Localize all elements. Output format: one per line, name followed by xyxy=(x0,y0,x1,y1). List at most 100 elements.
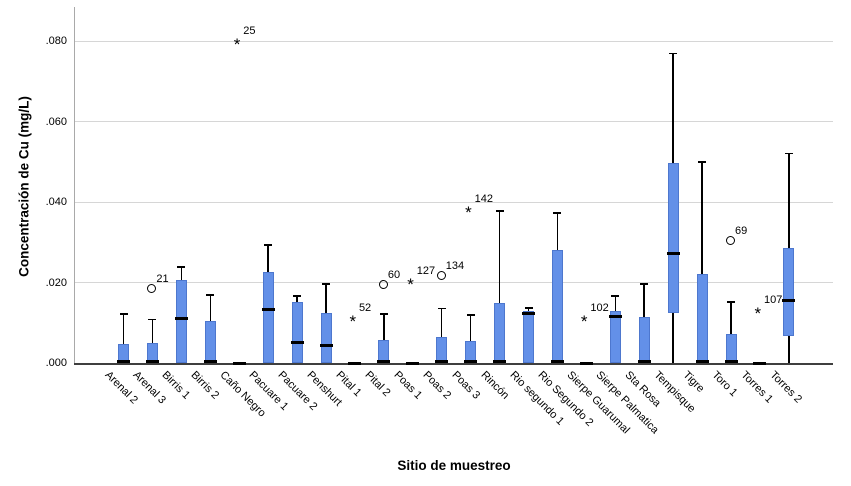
y-tick-label: .020 xyxy=(45,276,67,289)
box xyxy=(175,279,187,363)
box xyxy=(609,310,621,363)
outlier-label: 107 xyxy=(763,294,783,307)
median-line xyxy=(464,359,478,363)
outlier-label: 69 xyxy=(735,225,748,238)
box xyxy=(320,312,332,363)
upper-whisker-cap xyxy=(524,307,533,309)
median-line xyxy=(290,340,304,344)
x-category-label: Tigre xyxy=(680,369,707,395)
x-category-label: Poas 2 xyxy=(420,369,453,402)
x-category-label: Poas 1 xyxy=(391,369,425,402)
upper-whisker-cap xyxy=(640,283,649,285)
outlier-label: 142 xyxy=(474,192,494,205)
box xyxy=(696,274,708,363)
outlier-label: 127 xyxy=(416,264,436,277)
median-line xyxy=(782,298,796,302)
y-gridline xyxy=(75,40,833,42)
upper-whisker-cap xyxy=(322,283,330,285)
outlier-label: 102 xyxy=(590,301,609,314)
x-category-label: Toro 1 xyxy=(709,369,740,400)
extreme-star-marker: * xyxy=(233,35,241,54)
box xyxy=(494,302,506,363)
box xyxy=(551,249,563,363)
upper-whisker xyxy=(672,53,674,163)
upper-whisker-cap xyxy=(437,307,446,310)
median-line xyxy=(666,252,680,256)
outlier-label: 21 xyxy=(156,272,169,285)
y-gridline xyxy=(75,282,833,283)
median-line xyxy=(435,359,449,363)
lower-whisker xyxy=(788,336,790,363)
upper-whisker xyxy=(730,301,732,334)
upper-whisker-cap xyxy=(119,313,128,315)
median-line xyxy=(695,359,709,363)
upper-whisker xyxy=(180,267,183,280)
upper-whisker-cap xyxy=(293,295,302,297)
median-line xyxy=(637,359,651,363)
upper-whisker xyxy=(469,315,472,341)
upper-whisker xyxy=(122,313,125,344)
box xyxy=(204,320,216,363)
upper-whisker xyxy=(440,308,443,338)
y-tick-label: .060 xyxy=(45,115,67,128)
upper-whisker-cap xyxy=(379,313,388,316)
x-category-label: Rincón xyxy=(478,369,511,402)
box xyxy=(783,248,795,337)
upper-whisker-cap xyxy=(669,52,678,55)
outlier-label: 25 xyxy=(243,25,256,37)
median-line xyxy=(117,359,130,363)
outlier-label: 60 xyxy=(387,268,401,281)
upper-whisker xyxy=(151,319,154,344)
median-line xyxy=(753,361,767,365)
upper-whisker-cap xyxy=(553,212,562,215)
y-gridline xyxy=(75,201,833,203)
median-line xyxy=(232,361,246,365)
median-line xyxy=(493,359,507,363)
box xyxy=(291,302,303,363)
extreme-star-marker: * xyxy=(349,311,357,331)
upper-whisker-cap xyxy=(177,266,186,268)
upper-whisker-cap xyxy=(727,301,736,303)
outlier-label: 134 xyxy=(445,259,465,272)
outlier-label: 52 xyxy=(358,301,372,314)
upper-whisker-cap xyxy=(206,294,215,296)
x-category-label: Poas 3 xyxy=(449,369,482,402)
upper-whisker-cap xyxy=(698,160,707,163)
y-axis-line xyxy=(73,7,75,364)
median-line xyxy=(406,361,420,365)
upper-whisker-cap xyxy=(466,314,475,316)
upper-whisker-cap xyxy=(784,152,793,155)
upper-whisker-cap xyxy=(148,318,157,321)
lower-whisker xyxy=(672,313,674,363)
median-line xyxy=(608,314,622,318)
box xyxy=(667,162,679,314)
outlier-circle-marker xyxy=(726,236,736,246)
upper-whisker xyxy=(643,284,645,317)
median-line xyxy=(550,359,564,363)
x-axis-title: Sitio de muestreo xyxy=(397,458,511,473)
extreme-star-marker: * xyxy=(580,311,588,331)
box xyxy=(725,334,737,363)
x-category-label: Pital 2 xyxy=(362,369,393,400)
upper-whisker xyxy=(701,161,703,275)
upper-whisker xyxy=(614,295,617,311)
extreme-star-marker: * xyxy=(465,202,472,222)
median-line xyxy=(174,317,188,321)
median-line xyxy=(319,343,333,347)
upper-whisker-cap xyxy=(495,210,504,212)
upper-whisker-cap xyxy=(264,244,273,246)
extreme-star-marker: * xyxy=(754,304,762,324)
box xyxy=(638,316,650,363)
upper-whisker-cap xyxy=(611,294,620,297)
y-tick-label: .000 xyxy=(45,357,67,369)
x-category-label: Torres 2 xyxy=(767,369,804,406)
upper-whisker xyxy=(788,153,790,249)
upper-whisker xyxy=(325,284,327,313)
outlier-circle-marker xyxy=(147,283,157,293)
median-line xyxy=(579,361,593,365)
upper-whisker xyxy=(556,213,559,250)
upper-whisker xyxy=(296,296,298,303)
y-tick-label: .040 xyxy=(45,196,67,208)
